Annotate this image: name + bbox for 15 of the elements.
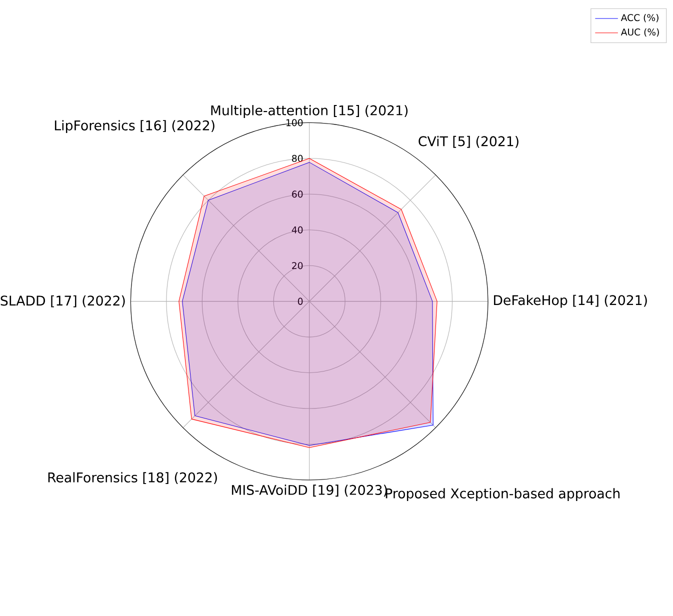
y-tick-label: 0 [298, 298, 303, 305]
spoke-label: SLADD [17] (2022) [0, 295, 125, 308]
y-tick-label: 40 [292, 226, 303, 234]
spoke-label: LipForensics [16] (2022) [54, 120, 214, 134]
legend-label: AUC (%) [620, 28, 659, 37]
spoke-label: RealForensics [18] (2022) [48, 472, 217, 484]
spoke-label: DeFakeHop [14] (2021) [494, 294, 647, 308]
spoke-label: CViT [5] (2021) [418, 136, 518, 148]
y-tick-label: 80 [292, 154, 303, 162]
spoke-label: Proposed Xception-based approach [386, 488, 620, 502]
spoke-label: MIS-AVoiDD [19] (2023) [232, 484, 387, 497]
y-tick-label: 20 [292, 262, 303, 270]
legend-label: ACC (%) [620, 14, 658, 22]
spoke-label: Multiple-attention [15] (2021) [211, 105, 408, 118]
y-tick-label: 60 [292, 190, 303, 198]
